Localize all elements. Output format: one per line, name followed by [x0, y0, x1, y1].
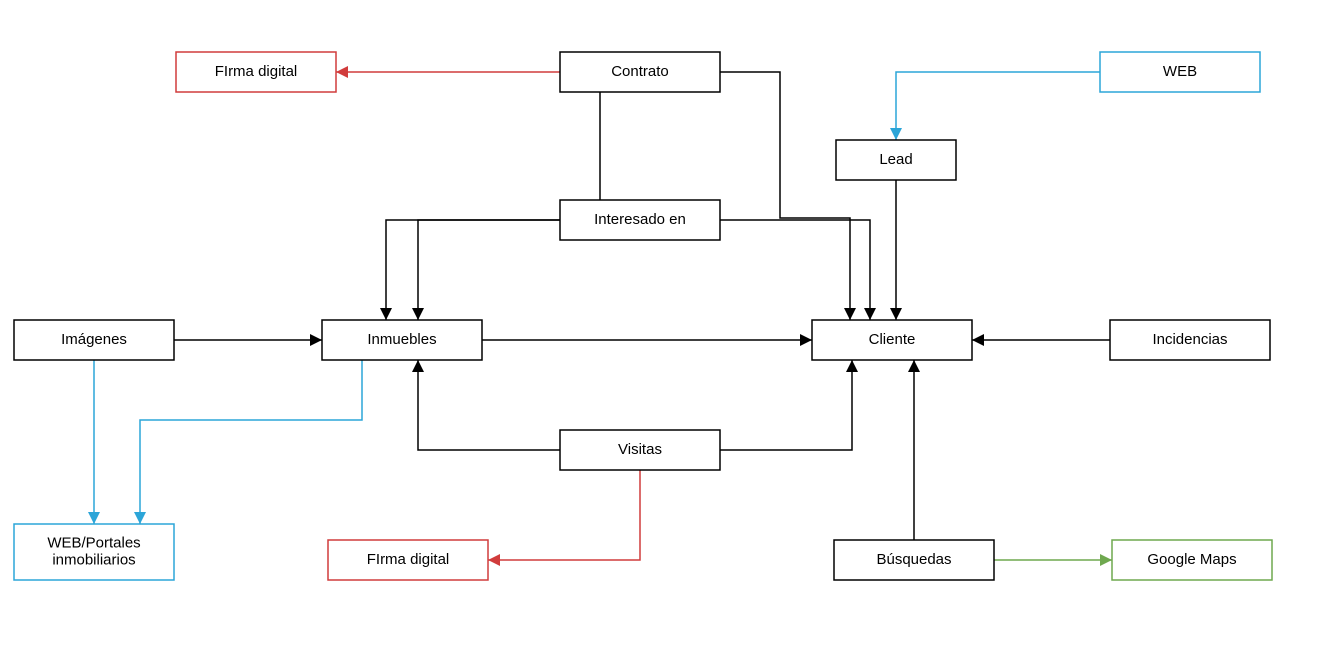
edge-12: [418, 360, 560, 450]
node-cliente-label: Cliente: [869, 331, 916, 348]
node-firma1: FIrma digital: [176, 52, 336, 92]
node-inmuebles: Inmuebles: [322, 320, 482, 360]
node-lead: Lead: [836, 140, 956, 180]
node-interesado: Interesado en: [560, 200, 720, 240]
edge-4: [386, 220, 560, 320]
edge-14: [488, 470, 640, 560]
edge-13: [720, 360, 852, 450]
node-googlemaps: Google Maps: [1112, 540, 1272, 580]
node-firma2: FIrma digital: [328, 540, 488, 580]
edge-11: [140, 360, 362, 524]
node-web: WEB: [1100, 52, 1260, 92]
node-incidencias-label: Incidencias: [1152, 331, 1227, 348]
node-contrato: Contrato: [560, 52, 720, 92]
node-portales-label: inmobiliarios: [52, 552, 135, 569]
node-imagenes: Imágenes: [14, 320, 174, 360]
node-incidencias: Incidencias: [1110, 320, 1270, 360]
flowchart-canvas: FIrma digital Contrato WEB Lead Interesado e…: [0, 0, 1334, 668]
node-busquedas: Búsquedas: [834, 540, 994, 580]
edge-2: [720, 72, 850, 320]
node-firma2-label: FIrma digital: [367, 551, 450, 568]
node-visitas-label: Visitas: [618, 441, 662, 458]
edge-3: [896, 72, 1100, 140]
node-web-label: WEB: [1163, 63, 1197, 80]
node-lead-label: Lead: [879, 151, 912, 168]
node-portales: WEB/Portalesinmobiliarios: [14, 524, 174, 580]
node-visitas: Visitas: [560, 430, 720, 470]
node-portales-label: WEB/Portales: [47, 534, 140, 551]
node-contrato-label: Contrato: [611, 63, 669, 80]
node-interesado-label: Interesado en: [594, 211, 686, 228]
node-imagenes-label: Imágenes: [61, 331, 127, 348]
node-busquedas-label: Búsquedas: [876, 551, 951, 568]
edge-5: [720, 220, 870, 320]
node-googlemaps-label: Google Maps: [1147, 551, 1236, 568]
node-firma1-label: FIrma digital: [215, 63, 298, 80]
node-cliente: Cliente: [812, 320, 972, 360]
node-inmuebles-label: Inmuebles: [367, 331, 436, 348]
